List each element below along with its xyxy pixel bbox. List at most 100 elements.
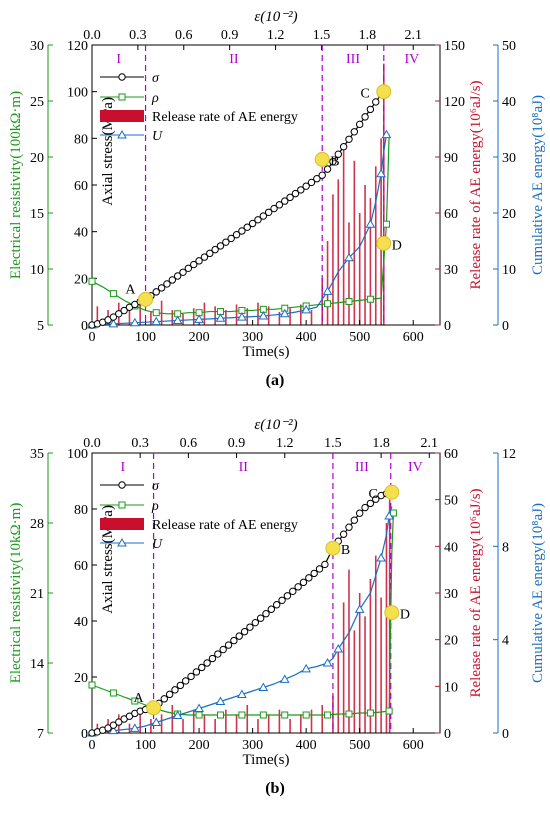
p1-ae-rate-tick-label: 120: [444, 95, 465, 110]
p1-stress-marker: [366, 105, 375, 114]
p1-cumulative-marker: [108, 318, 119, 328]
p1-stress-marker: [302, 182, 310, 190]
p2-key-point-label: A: [133, 691, 144, 706]
p2-key-point-marker: [325, 540, 341, 556]
p2-stress-marker: [345, 523, 353, 531]
p2-cumulative-marker: [376, 552, 386, 562]
p1-cumulative-marker: [301, 304, 312, 314]
p2-stress-marker: [181, 677, 190, 685]
p2-top-axis-label: ε(10⁻²): [254, 417, 297, 433]
p1-key-point-label: B: [330, 154, 339, 169]
p2-stress-marker: [315, 565, 324, 573]
p1-resistivity-axis-label: Electrical resistivity(100kΩ·m): [8, 91, 24, 279]
p2-x-tick-label: 600: [403, 738, 424, 753]
p1-stress-marker: [120, 306, 128, 315]
p1-stress-marker: [313, 175, 321, 183]
p1-stress-marker: [173, 272, 182, 280]
p2-stress-marker: [219, 645, 227, 654]
p1-stress-line: [91, 91, 385, 326]
p2-stress-axis-label: Axial stress(MPa): [100, 505, 116, 614]
p1-stress-marker: [109, 313, 118, 321]
p1-cumulative-marker: [129, 317, 140, 327]
p2-stress-marker: [109, 721, 118, 729]
p2-stress-marker: [273, 601, 281, 609]
p1-stress-marker: [297, 186, 305, 194]
p1-x-tick-label: 600: [403, 330, 424, 345]
p1-resistivity-marker: [382, 220, 390, 228]
p2-cumulative-marker: [215, 696, 226, 705]
p1-legend-rho-label: ρ: [151, 91, 159, 106]
p2-cumulative-marker: [384, 510, 395, 520]
p2-cumulative-tick-label: 0: [502, 727, 509, 742]
p1-stress-tick-label: 60: [74, 179, 88, 194]
p2-stress-marker: [267, 605, 276, 613]
p1-stress-marker: [211, 245, 219, 254]
p2-key-point-marker: [384, 484, 400, 500]
p1-cumulative-line: [91, 134, 388, 326]
p2-resistivity-marker: [302, 711, 310, 719]
p1-stress-marker: [329, 157, 337, 166]
p1-key-point-marker: [376, 84, 392, 100]
p2-stage-label: I: [120, 460, 125, 475]
p1-stress-marker: [168, 276, 177, 284]
p2-ae-rate-tick-label: 0: [444, 727, 451, 742]
p2-stress-marker: [321, 560, 329, 569]
p1-ae-rate-tick-label: 60: [444, 207, 458, 222]
p2-ae-rate-tick-label: 40: [444, 540, 458, 555]
p2-legend-U-marker: [117, 537, 127, 547]
p1-resistivity-tick-label: 25: [30, 95, 44, 110]
p1-resistivity-tick-label: 15: [30, 207, 44, 222]
p2-top-tick-label: 0.6: [180, 436, 198, 451]
p2-resistivity-tick-label: 7: [37, 727, 44, 742]
p1-cumulative-marker: [279, 308, 290, 318]
p2-cumulative-axis-label: Cumulative AE energy(10⁸aJ): [530, 503, 546, 683]
p1-stress-tick-label: 40: [74, 226, 88, 241]
p2-legend-ae-rate-swatch: [100, 518, 144, 530]
p2-stress-marker: [310, 569, 318, 578]
p2-cumulative-marker: [279, 674, 290, 683]
p2-ae-rate-tick-label: 50: [444, 494, 458, 509]
p2-ae-rate-tick-label: 30: [444, 587, 458, 602]
p1-stress-marker: [190, 260, 198, 269]
p1-cumulative-tick-label: 0: [502, 319, 509, 334]
p1-resistivity-tick-label: 30: [30, 39, 44, 54]
p1-top-axis-label: ε(10⁻²): [254, 9, 297, 25]
p2-stress-marker: [171, 686, 179, 694]
p1-key-point-label: C: [360, 87, 369, 102]
p2-top-tick-label: 2.1: [421, 436, 439, 451]
p2-x-axis-label: Time(s): [243, 752, 290, 768]
p1-cumulative-marker: [322, 286, 333, 295]
p2-stress-marker: [305, 574, 313, 582]
p2-resistivity-marker: [324, 711, 332, 719]
p2-cumulative-marker: [151, 717, 162, 726]
p1-top-tick-label: 0.6: [175, 28, 193, 43]
p1-stress-tick-label: 100: [67, 86, 88, 101]
p1-stress-marker: [350, 128, 359, 136]
p1-stress-marker: [286, 193, 294, 202]
p1-ae-rate-tick-label: 0: [444, 319, 451, 334]
p1-resistivity-marker: [345, 297, 353, 305]
p1-top-tick-label: 2.1: [404, 28, 422, 43]
p1-stress-marker: [307, 178, 316, 187]
p1-x-tick-label: 500: [349, 330, 370, 345]
p2-stress-marker: [198, 663, 206, 672]
p2-legend-sigma-marker: [118, 481, 126, 489]
p2-resistivity-marker: [281, 711, 289, 719]
p2-cumulative-marker: [354, 604, 365, 613]
p1-stress-marker: [222, 238, 230, 246]
p1-stress-marker: [334, 150, 342, 158]
p1-stress-marker: [216, 242, 225, 250]
p1-cumulative-marker: [381, 129, 392, 139]
p1-legend-ae-rate-label: Release rate of AE energy: [152, 110, 298, 125]
p1-x-tick-label: 200: [189, 330, 210, 345]
p2-stress-marker: [165, 690, 174, 699]
p1-stage-label: IV: [405, 52, 420, 67]
p1-cumulative-marker: [172, 315, 183, 325]
p2-legend-rho-marker: [118, 501, 126, 509]
p2-panel-label: (b): [265, 780, 285, 797]
p1-resistivity-marker: [109, 290, 117, 298]
p2-legend-ae-rate-label: Release rate of AE energy: [152, 518, 298, 533]
p1-legend-U-marker: [117, 129, 127, 139]
p1-stress-marker: [254, 216, 262, 224]
